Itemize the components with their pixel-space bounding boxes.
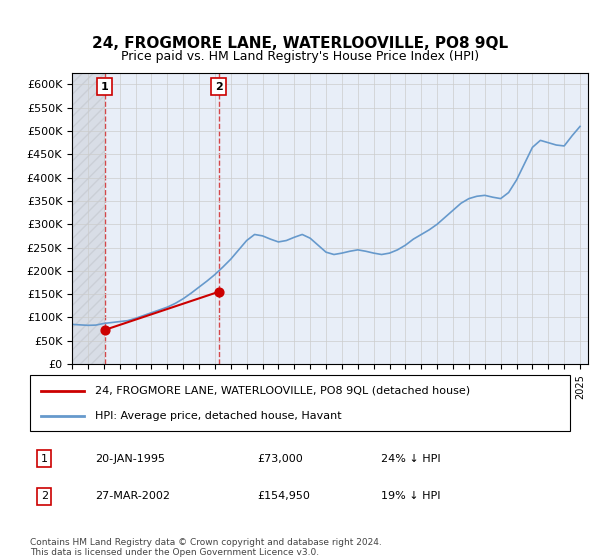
Point <box>214 287 224 296</box>
Text: 2: 2 <box>215 82 223 91</box>
Text: 27-MAR-2002: 27-MAR-2002 <box>95 492 170 501</box>
Text: 1: 1 <box>101 82 109 91</box>
Text: 20-JAN-1995: 20-JAN-1995 <box>95 454 165 464</box>
Text: £154,950: £154,950 <box>257 492 310 501</box>
Text: 24, FROGMORE LANE, WATERLOOVILLE, PO8 9QL: 24, FROGMORE LANE, WATERLOOVILLE, PO8 9Q… <box>92 36 508 52</box>
Text: Price paid vs. HM Land Registry's House Price Index (HPI): Price paid vs. HM Land Registry's House … <box>121 50 479 63</box>
Point <box>100 325 109 334</box>
Text: 19% ↓ HPI: 19% ↓ HPI <box>381 492 440 501</box>
Text: 24, FROGMORE LANE, WATERLOOVILLE, PO8 9QL (detached house): 24, FROGMORE LANE, WATERLOOVILLE, PO8 9Q… <box>95 386 470 396</box>
Text: £73,000: £73,000 <box>257 454 302 464</box>
Bar <box>72 73 104 364</box>
Text: 2: 2 <box>41 492 48 501</box>
Text: 24% ↓ HPI: 24% ↓ HPI <box>381 454 440 464</box>
Text: HPI: Average price, detached house, Havant: HPI: Average price, detached house, Hava… <box>95 410 341 421</box>
Text: Contains HM Land Registry data © Crown copyright and database right 2024.
This d: Contains HM Land Registry data © Crown c… <box>30 538 382 557</box>
FancyBboxPatch shape <box>30 375 570 431</box>
Text: 1: 1 <box>41 454 48 464</box>
